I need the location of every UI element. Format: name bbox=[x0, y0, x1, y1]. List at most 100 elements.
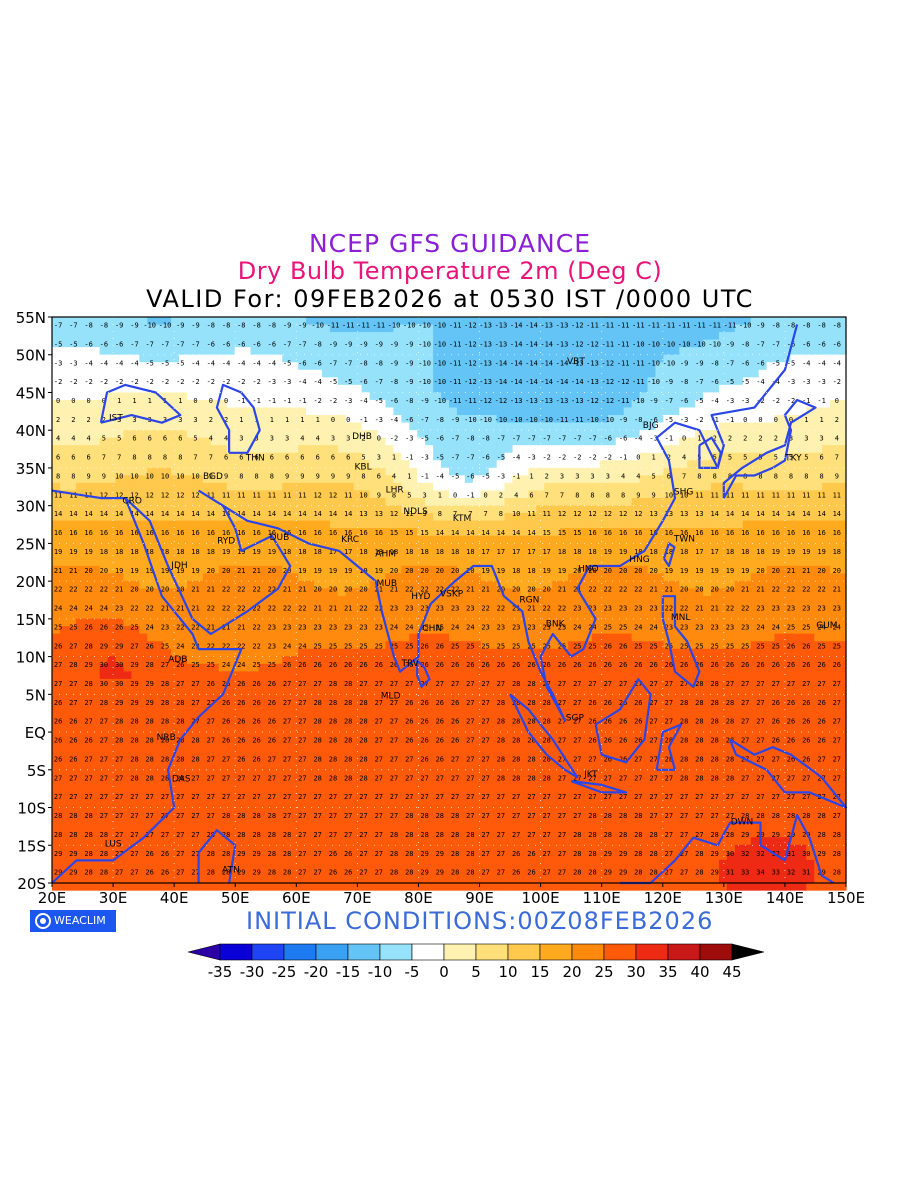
field-cell bbox=[242, 324, 252, 333]
field-cell bbox=[814, 362, 823, 371]
field-cell bbox=[250, 535, 260, 544]
field-cell bbox=[361, 543, 371, 552]
field-cell bbox=[504, 452, 514, 461]
field-cell bbox=[59, 475, 69, 484]
field-cell bbox=[830, 603, 839, 612]
field-cell bbox=[806, 482, 815, 492]
field-cell bbox=[679, 437, 688, 446]
field-cell bbox=[83, 663, 93, 672]
field-cell bbox=[385, 362, 395, 371]
field-cell bbox=[790, 347, 799, 356]
field-cell bbox=[441, 452, 450, 461]
field-cell bbox=[210, 671, 220, 680]
field-cell bbox=[321, 369, 331, 378]
field-cell bbox=[750, 573, 760, 582]
field-cell bbox=[385, 422, 395, 431]
field-cell bbox=[139, 497, 148, 507]
field-cell bbox=[298, 377, 307, 386]
field-cell bbox=[329, 332, 339, 341]
field-cell bbox=[766, 497, 776, 507]
field-cell bbox=[639, 339, 649, 348]
field-cell bbox=[345, 505, 355, 514]
field-cell bbox=[441, 460, 450, 469]
field-cell bbox=[385, 369, 395, 378]
field-cell bbox=[695, 430, 704, 439]
field-cell bbox=[91, 392, 101, 401]
field-cell bbox=[464, 656, 474, 665]
field-cell bbox=[599, 580, 609, 590]
field-cell bbox=[591, 369, 601, 378]
field-cell bbox=[345, 626, 355, 635]
field-cell bbox=[441, 384, 450, 393]
field-cell bbox=[266, 633, 275, 642]
field-cell bbox=[377, 588, 387, 597]
field-cell bbox=[59, 422, 69, 431]
field-cell bbox=[83, 324, 93, 333]
field-cell bbox=[449, 648, 458, 657]
field-cell bbox=[314, 430, 323, 439]
field-cell bbox=[369, 595, 379, 605]
field-cell bbox=[711, 369, 720, 378]
field-cell bbox=[314, 362, 323, 371]
field-cell bbox=[528, 482, 537, 492]
field-cell bbox=[83, 686, 93, 695]
field-cell bbox=[449, 550, 458, 559]
field-cell bbox=[52, 611, 61, 620]
field-cell bbox=[615, 543, 625, 552]
field-cell bbox=[298, 633, 307, 642]
field-cell bbox=[782, 565, 792, 574]
field-cell bbox=[329, 528, 339, 537]
field-cell bbox=[131, 339, 140, 348]
field-cell bbox=[711, 497, 720, 507]
field-cell bbox=[520, 430, 529, 439]
field-cell bbox=[464, 671, 474, 680]
field-cell bbox=[647, 460, 657, 469]
field-cell bbox=[163, 445, 172, 454]
field-cell bbox=[544, 573, 553, 582]
field-cell bbox=[91, 399, 101, 409]
field-cell bbox=[718, 603, 728, 612]
field-cell bbox=[115, 430, 125, 439]
field-cell bbox=[417, 482, 426, 492]
field-cell bbox=[480, 663, 490, 672]
field-cell bbox=[782, 633, 792, 642]
field-cell bbox=[599, 656, 609, 665]
field-cell bbox=[91, 497, 101, 507]
field-cell bbox=[655, 686, 664, 695]
field-cell bbox=[766, 678, 776, 688]
field-cell bbox=[353, 339, 363, 348]
field-cell bbox=[782, 678, 792, 688]
field-cell bbox=[695, 528, 704, 537]
field-cell bbox=[782, 603, 792, 612]
field-cell bbox=[139, 535, 148, 544]
field-cell bbox=[798, 535, 807, 544]
field-cell bbox=[814, 558, 823, 567]
field-cell bbox=[639, 611, 649, 620]
field-cell bbox=[568, 467, 577, 476]
field-cell bbox=[679, 339, 688, 348]
field-cell bbox=[576, 543, 585, 552]
field-cell bbox=[131, 347, 140, 356]
field-cell bbox=[766, 656, 776, 665]
field-cell bbox=[528, 528, 537, 537]
field-cell bbox=[377, 460, 387, 469]
field-cell bbox=[314, 595, 323, 605]
field-cell bbox=[822, 656, 831, 665]
field-cell bbox=[520, 588, 529, 597]
field-cell bbox=[456, 445, 466, 454]
field-cell bbox=[647, 377, 657, 386]
field-cell bbox=[456, 611, 466, 620]
field-cell bbox=[83, 505, 93, 514]
field-cell bbox=[306, 362, 315, 371]
field-cell bbox=[107, 528, 117, 537]
field-cell bbox=[687, 558, 696, 567]
field-cell bbox=[623, 543, 633, 552]
field-cell bbox=[488, 407, 498, 416]
field-cell bbox=[536, 392, 545, 401]
field-cell bbox=[583, 399, 593, 409]
field-cell bbox=[687, 369, 696, 378]
field-cell bbox=[425, 505, 434, 514]
field-cell bbox=[774, 422, 784, 431]
field-cell bbox=[290, 648, 299, 657]
field-cell bbox=[639, 656, 649, 665]
